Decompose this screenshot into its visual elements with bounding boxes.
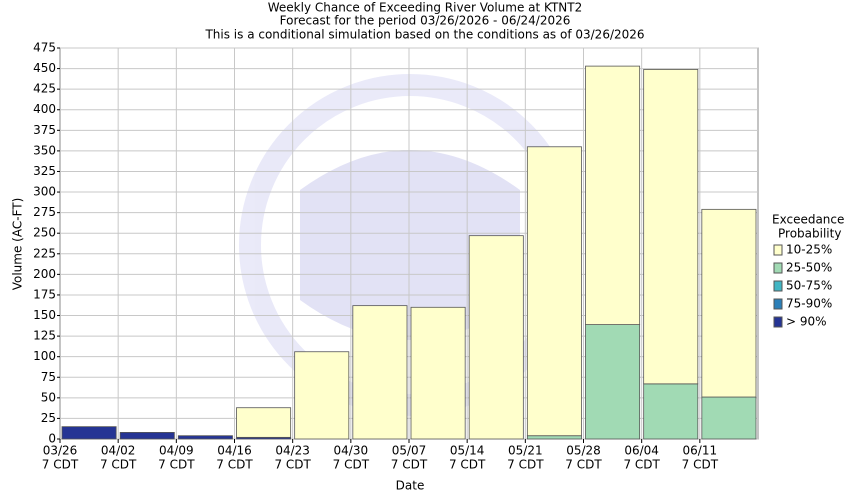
legend-label: 10-25% — [786, 243, 832, 257]
x-tick-sublabel: 7 CDT — [682, 458, 719, 472]
y-tick-label: 275 — [33, 205, 56, 219]
chart-subtitle: Forecast for the period 03/26/2026 - 06/… — [280, 14, 571, 28]
x-tick-sublabel: 7 CDT — [42, 458, 79, 472]
y-tick-label: 100 — [33, 349, 56, 363]
y-tick-label: 475 — [33, 41, 56, 55]
y-tick-label: 325 — [33, 164, 56, 178]
x-tick-label: 05/07 — [392, 444, 427, 458]
y-tick-label: 225 — [33, 246, 56, 260]
x-tick-label: 06/11 — [683, 444, 718, 458]
watermark-shape — [300, 150, 520, 340]
y-tick-label: 0 — [48, 432, 56, 446]
legend-swatch — [773, 244, 783, 256]
bar-segment — [701, 396, 757, 440]
x-tick-sublabel: 7 CDT — [449, 458, 486, 472]
bar-segment — [701, 208, 757, 398]
x-tick-sublabel: 7 CDT — [100, 458, 137, 472]
x-tick-label: 04/09 — [159, 444, 194, 458]
bar-segment — [410, 306, 466, 440]
bar-segment — [526, 146, 582, 437]
chart-subtitle: This is a conditional simulation based o… — [204, 28, 644, 42]
y-tick-label: 175 — [33, 287, 56, 301]
y-tick-label: 375 — [33, 123, 56, 137]
legend-swatch — [773, 280, 783, 292]
bar-segment — [468, 235, 524, 440]
x-tick-sublabel: 7 CDT — [507, 458, 544, 472]
bar-segment — [585, 65, 641, 325]
x-axis-label: Date — [396, 479, 425, 493]
bar-segment — [294, 351, 350, 440]
legend-label: 50-75% — [786, 279, 832, 293]
legend-label: > 90% — [786, 315, 827, 329]
bar-segment — [177, 435, 233, 440]
bar-segment — [352, 305, 408, 440]
legend-label: 75-90% — [786, 297, 832, 311]
x-tick-label: 04/23 — [275, 444, 310, 458]
x-tick-sublabel: 7 CDT — [216, 458, 253, 472]
y-tick-label: 75 — [41, 370, 56, 384]
y-axis-label: Volume (AC-FT) — [11, 198, 25, 291]
bar-segment — [585, 324, 641, 440]
y-tick-label: 400 — [33, 102, 56, 116]
y-tick-label: 25 — [41, 411, 56, 425]
x-tick-label: 04/02 — [101, 444, 136, 458]
y-tick-label: 300 — [33, 185, 56, 199]
legend-title: Exceedance — [772, 213, 844, 227]
y-tick-label: 250 — [33, 226, 56, 240]
bar-segment — [643, 69, 699, 385]
x-tick-label: 04/30 — [334, 444, 369, 458]
y-tick-label: 350 — [33, 143, 56, 157]
y-tick-label: 150 — [33, 308, 56, 322]
x-tick-sublabel: 7 CDT — [623, 458, 660, 472]
x-tick-sublabel: 7 CDT — [158, 458, 195, 472]
y-tick-label: 125 — [33, 329, 56, 343]
x-tick-sublabel: 7 CDT — [565, 458, 602, 472]
y-tick-label: 50 — [41, 390, 56, 404]
x-tick-label: 05/21 — [508, 444, 543, 458]
x-tick-sublabel: 7 CDT — [391, 458, 428, 472]
bar-segment — [236, 407, 292, 438]
y-tick-label: 450 — [33, 61, 56, 75]
bar-segment — [61, 426, 117, 440]
chart-title: Weekly Chance of Exceeding River Volume … — [268, 1, 583, 15]
y-tick-label: 200 — [33, 267, 56, 281]
x-tick-label: 04/16 — [217, 444, 252, 458]
y-tick-label: 425 — [33, 82, 56, 96]
legend-swatch — [773, 262, 783, 274]
x-tick-label: 05/28 — [566, 444, 601, 458]
bar-segment — [119, 432, 175, 440]
legend-title: Probability — [778, 227, 841, 241]
x-tick-label: 05/14 — [450, 444, 485, 458]
x-tick-label: 06/04 — [624, 444, 659, 458]
bar-segment — [643, 383, 699, 440]
x-tick-sublabel: 7 CDT — [274, 458, 311, 472]
x-tick-sublabel: 7 CDT — [333, 458, 370, 472]
legend-swatch — [773, 298, 783, 310]
bar-segment — [526, 435, 582, 440]
legend-swatch — [773, 316, 783, 328]
legend-label: 25-50% — [786, 261, 832, 275]
x-tick-label: 03/26 — [43, 444, 78, 458]
